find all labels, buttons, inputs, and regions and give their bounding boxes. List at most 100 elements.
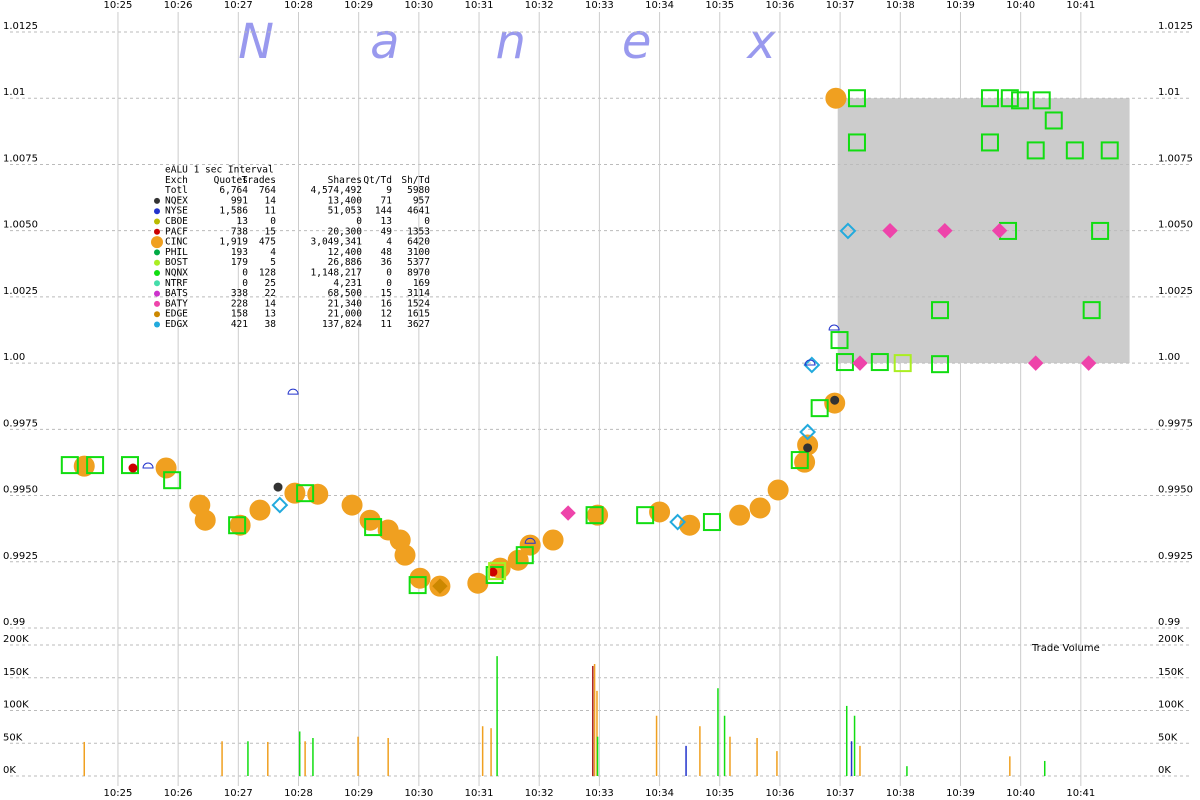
y-tick-label-right: 1.0075 — [1158, 153, 1193, 164]
y-tick-label-right: 50K — [1158, 732, 1178, 743]
stats-cell: BATY — [165, 298, 188, 309]
stats-cell: 48 — [381, 247, 393, 258]
volume-bar — [906, 766, 908, 776]
trade-point — [341, 494, 363, 516]
stats-cell: 4 — [386, 237, 392, 248]
trade-point — [488, 562, 507, 581]
stats-cell: 1353 — [407, 226, 430, 237]
trade-point — [991, 222, 1008, 239]
x-tick-label: 10:33 — [585, 788, 614, 799]
y-tick-label-right: 0.9975 — [1158, 418, 1193, 429]
trade-point — [467, 572, 489, 594]
volume-bar — [247, 741, 249, 776]
x-tick-label: 10:32 — [525, 0, 554, 11]
stats-header: Exch — [165, 175, 188, 186]
stats-cell: 4641 — [407, 206, 430, 217]
volume-bar — [717, 688, 719, 776]
stats-cell: 15 — [381, 288, 392, 299]
y-tick-label: 150K — [3, 667, 29, 678]
trade-point — [803, 443, 813, 453]
y-tick-label: 0.9950 — [3, 485, 38, 496]
trade-point — [1082, 301, 1101, 320]
volume-bar — [776, 751, 778, 776]
stats-cell: 764 — [259, 185, 276, 196]
volume-bar — [593, 663, 596, 776]
stats-cell: 16 — [381, 298, 393, 309]
trade-point — [296, 484, 315, 503]
trade-point — [515, 546, 534, 565]
x-tick-label: 10:36 — [766, 788, 795, 799]
panel-label: Trade Volume — [1031, 643, 1100, 654]
stats-header: Qt/Td — [363, 175, 392, 186]
stats-header: Trades — [242, 175, 276, 186]
stats-cell: 5980 — [407, 185, 430, 196]
trade-point — [804, 359, 816, 366]
x-tick-label: 10:30 — [404, 788, 433, 799]
stats-cell: 0 — [242, 268, 248, 279]
stats-cell: 228 — [231, 298, 248, 309]
stats-cell: 169 — [413, 278, 430, 289]
stats-cell: 13,400 — [328, 195, 363, 206]
x-tick-label: 10:27 — [224, 788, 253, 799]
trade-point — [702, 513, 721, 532]
y-tick-label: 0.9925 — [3, 551, 38, 562]
stats-cell: 1,586 — [219, 206, 248, 217]
stats-cell: 3,049,341 — [311, 237, 363, 248]
x-tick-label: 10:40 — [1006, 788, 1035, 799]
y-tick-label: 0.9975 — [3, 418, 38, 429]
y-tick-label: 1.00 — [3, 352, 25, 363]
stats-cell: 3100 — [407, 247, 430, 258]
y-tick-label-right: 100K — [1158, 700, 1184, 711]
stats-cell: CINC — [165, 237, 188, 248]
stats-cell: 5377 — [407, 257, 430, 268]
stats-cell: NYSE — [165, 206, 188, 217]
stats-cell: EDGE — [165, 309, 188, 320]
volume-bar — [729, 736, 731, 776]
stats-cell: 4,574,492 — [311, 185, 362, 196]
trade-point — [409, 567, 431, 589]
y-tick-label: 50K — [3, 732, 23, 743]
trade-point — [931, 301, 950, 320]
trade-point — [830, 331, 849, 350]
legend-marker — [154, 321, 160, 328]
trade-point — [408, 576, 427, 595]
y-tick-label: 0K — [3, 765, 16, 776]
stats-cell: 0 — [424, 216, 430, 227]
stats-cell: 0 — [386, 278, 392, 289]
stats-header: Sh/Td — [401, 175, 430, 186]
x-tick-label: 10:38 — [886, 788, 915, 799]
stats-cell: 11 — [265, 206, 277, 217]
x-tick-label: 10:32 — [525, 788, 554, 799]
stats-title: eALU 1 sec Interval — [165, 165, 274, 176]
volume-bar — [387, 738, 389, 776]
stats-cell: 0 — [386, 268, 392, 279]
volume-bar — [859, 745, 861, 776]
stats-cell: 38 — [265, 319, 277, 330]
legend-marker — [154, 197, 160, 204]
stats-cell: 193 — [231, 247, 248, 258]
y-tick-label-right: 1.0050 — [1158, 220, 1193, 231]
legend-marker — [154, 311, 160, 318]
x-tick-label: 10:36 — [766, 0, 795, 11]
trade-point — [980, 133, 999, 152]
stats-cell: 179 — [231, 257, 248, 268]
trade-point — [287, 388, 299, 395]
stats-cell: 15 — [265, 226, 276, 237]
stats-cell: Totl — [165, 185, 188, 196]
trade-point — [803, 356, 821, 374]
volume-bar — [853, 715, 856, 776]
trade-point — [1091, 221, 1110, 240]
y-tick-label: 1.0125 — [3, 21, 38, 32]
trade-point — [847, 133, 866, 152]
trade-point — [1026, 141, 1045, 160]
stats-cell: 26,886 — [328, 257, 363, 268]
y-tick-label: 1.01 — [3, 87, 25, 98]
y-tick-label-right: 0.9925 — [1158, 551, 1193, 562]
x-tick-label: 10:38 — [886, 0, 915, 11]
stats-cell: BOST — [165, 257, 188, 268]
trade-point — [542, 529, 564, 551]
x-tick-label: 10:28 — [284, 788, 313, 799]
stats-header: Shares — [328, 175, 362, 186]
x-tick-label: 10:41 — [1066, 0, 1095, 11]
trade-point — [1028, 355, 1044, 371]
